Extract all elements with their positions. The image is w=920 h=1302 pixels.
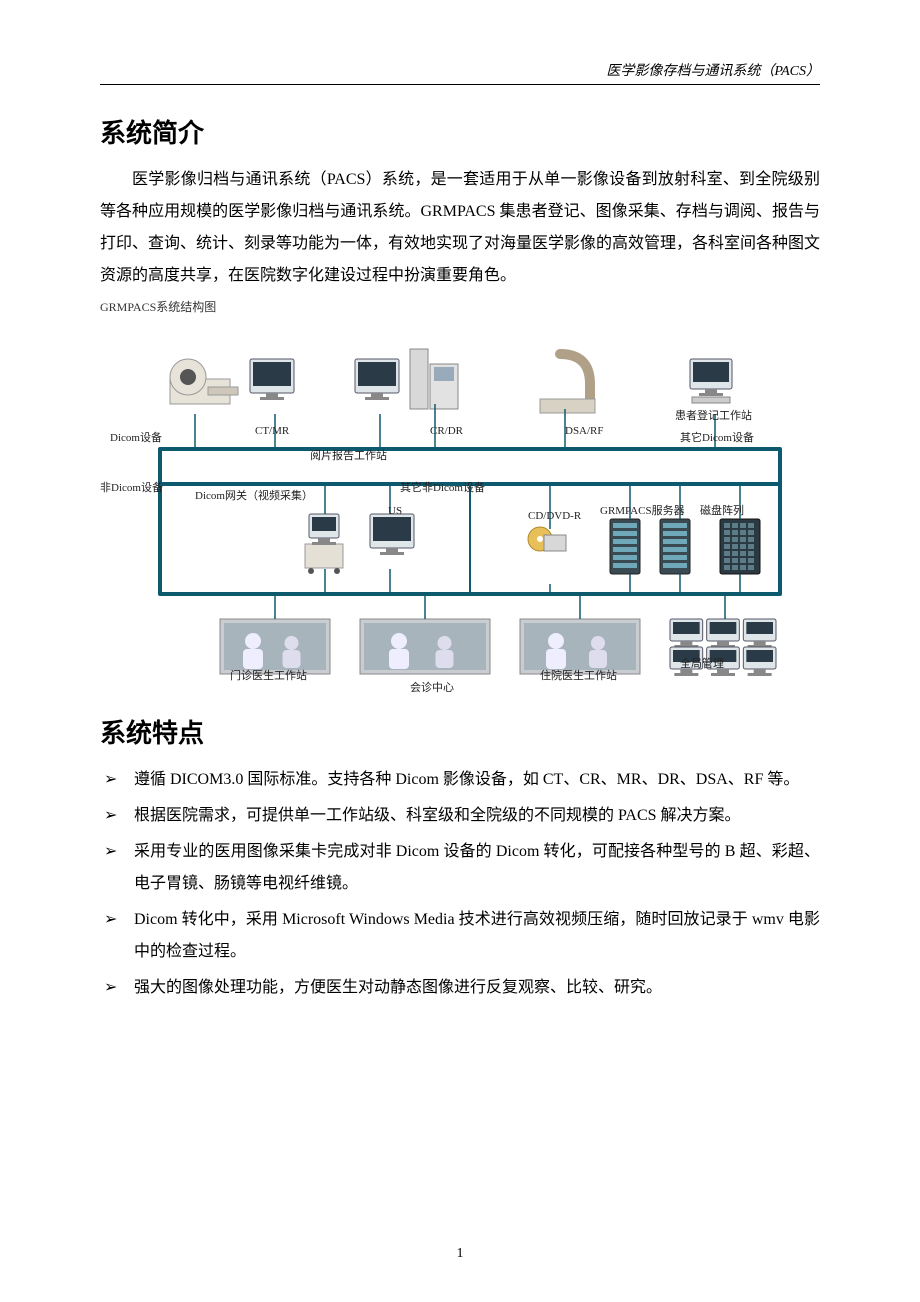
feature-item: ➢ 强大的图像处理功能，方便医生对动静态图像进行反复观察、比较、研究。 <box>100 972 820 1004</box>
intro-paragraph: 医学影像归档与通讯系统（PACS）系统，是一套适用于从单一影像设备到放射科室、到… <box>100 164 820 292</box>
feature-list: ➢ 遵循 DICOM3.0 国际标准。支持各种 Dicom 影像设备，如 CT、C… <box>100 764 820 1004</box>
svg-text:其它非Dicom设备: 其它非Dicom设备 <box>400 480 485 494</box>
chevron-right-icon: ➢ <box>104 764 117 796</box>
svg-text:阅片报告工作站: 阅片报告工作站 <box>310 448 387 462</box>
svg-text:CD/DVD-R: CD/DVD-R <box>528 510 582 522</box>
diagram-svg: CT/MR CR/DR DSA/RF 患者登记工作站其它Dicom设备 Dicom设备非… <box>100 319 820 699</box>
svg-text:Dicom网关（视频采集）: Dicom网关（视频采集） <box>195 488 313 502</box>
page-number: 1 <box>0 1246 920 1262</box>
svg-text:US: US <box>388 505 402 517</box>
feature-text: Dicom 转化中，采用 Microsoft Windows Media 技术进… <box>134 911 820 960</box>
svg-text:非Dicom设备: 非Dicom设备 <box>100 480 163 494</box>
svg-text:患者登记工作站: 患者登记工作站 <box>675 408 752 422</box>
feature-text: 遵循 DICOM3.0 国际标准。支持各种 Dicom 影像设备，如 CT、CR… <box>134 771 799 788</box>
svg-text:会诊中心: 会诊中心 <box>410 680 454 694</box>
feature-text: 强大的图像处理功能，方便医生对动静态图像进行反复观察、比较、研究。 <box>134 979 662 996</box>
section-intro-heading: 系统简介 <box>100 113 820 150</box>
svg-text:磁盘阵列: 磁盘阵列 <box>700 503 744 517</box>
chevron-right-icon: ➢ <box>104 800 117 832</box>
svg-text:DSA/RF: DSA/RF <box>565 425 604 437</box>
feature-item: ➢ 根据医院需求，可提供单一工作站级、科室级和全院级的不同规模的 PACS 解决方… <box>100 800 820 832</box>
running-header: 医学影像存档与通讯系统（PACS） <box>100 60 820 85</box>
svg-text:Dicom设备: Dicom设备 <box>110 430 162 444</box>
feature-item: ➢ Dicom 转化中，采用 Microsoft Windows Media 技术… <box>100 904 820 968</box>
svg-text:全局管理: 全局管理 <box>680 656 724 670</box>
chevron-right-icon: ➢ <box>104 836 117 868</box>
svg-text:CR/DR: CR/DR <box>430 425 464 437</box>
document-page: 医学影像存档与通讯系统（PACS） 系统简介 医学影像归档与通讯系统（PACS）… <box>0 0 920 1048</box>
svg-text:CT/MR: CT/MR <box>255 425 290 437</box>
svg-text:其它Dicom设备: 其它Dicom设备 <box>680 430 754 444</box>
svg-text:GRMPACS服务器: GRMPACS服务器 <box>600 504 685 517</box>
diagram-title: GRMPACS系统结构图 <box>100 298 820 315</box>
chevron-right-icon: ➢ <box>104 904 117 936</box>
architecture-diagram: GRMPACS系统结构图 CT/MR CR/DR DSA/RF 患者登记工作站其它Di… <box>100 298 820 699</box>
feature-item: ➢ 遵循 DICOM3.0 国际标准。支持各种 Dicom 影像设备，如 CT、C… <box>100 764 820 796</box>
svg-text:门诊医生工作站: 门诊医生工作站 <box>230 668 307 682</box>
feature-text: 采用专业的医用图像采集卡完成对非 Dicom 设备的 Dicom 转化，可配接各… <box>134 843 820 892</box>
feature-item: ➢ 采用专业的医用图像采集卡完成对非 Dicom 设备的 Dicom 转化，可配接… <box>100 836 820 900</box>
section-features-heading: 系统特点 <box>100 713 820 750</box>
svg-text:住院医生工作站: 住院医生工作站 <box>540 668 617 682</box>
feature-text: 根据医院需求，可提供单一工作站级、科室级和全院级的不同规模的 PACS 解决方案… <box>134 807 741 824</box>
chevron-right-icon: ➢ <box>104 972 117 1004</box>
